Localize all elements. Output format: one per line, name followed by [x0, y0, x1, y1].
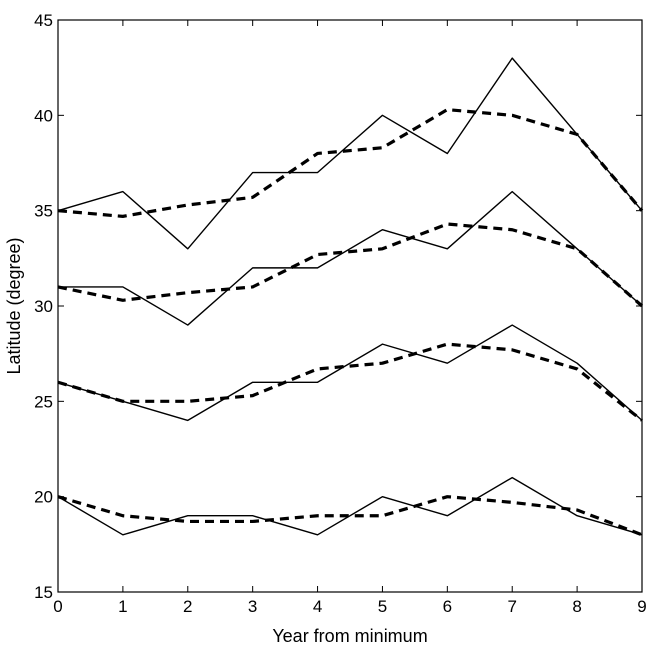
- x-tick-label: 1: [118, 597, 127, 616]
- x-axis: 0 1 2 3 4 5 6 7 8 9: [53, 20, 647, 616]
- x-tick-label: 8: [572, 597, 581, 616]
- dashed-series-line-3: [57, 222, 644, 308]
- y-tick-label: 15: [34, 583, 53, 602]
- x-tick-label: 2: [183, 597, 192, 616]
- x-tick-label: 0: [53, 597, 62, 616]
- x-tick-label: 5: [378, 597, 387, 616]
- x-tick-label: 4: [313, 597, 322, 616]
- y-tick-label: 30: [34, 297, 53, 316]
- y-axis: 15 20 25 30 35 40 45: [34, 11, 642, 602]
- series-layer: [57, 57, 644, 537]
- dashed-series-line-1: [57, 108, 644, 218]
- solid-series-line-2: [58, 190, 643, 326]
- x-axis-label: Year from minimum: [272, 626, 427, 646]
- y-tick-label: 35: [34, 202, 53, 221]
- y-tick-label: 45: [34, 11, 53, 30]
- y-tick-label: 40: [34, 106, 53, 125]
- solid-series-line-4: [57, 324, 643, 422]
- x-tick-label: 9: [637, 597, 646, 616]
- y-tick-label: 20: [34, 488, 53, 507]
- x-tick-label: 3: [248, 597, 257, 616]
- dashed-series-line-5: [57, 342, 643, 422]
- y-axis-label: Latitude (degree): [4, 237, 24, 374]
- solid-series-line-6: [57, 476, 643, 536]
- x-tick-label: 6: [443, 597, 452, 616]
- y-tick-label: 25: [34, 392, 53, 411]
- x-tick-label: 7: [507, 597, 516, 616]
- solid-series-line-0: [57, 57, 643, 250]
